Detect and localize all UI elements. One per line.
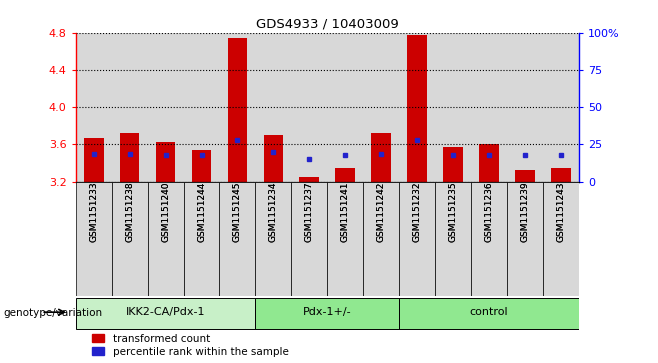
Bar [184, 182, 220, 296]
Text: GSM1151234: GSM1151234 [269, 182, 278, 242]
Text: GSM1151241: GSM1151241 [341, 182, 350, 242]
Text: GSM1151244: GSM1151244 [197, 182, 206, 242]
Bar [112, 33, 147, 182]
Text: GSM1151239: GSM1151239 [520, 182, 530, 242]
Text: GSM1151240: GSM1151240 [161, 182, 170, 242]
Bar [184, 33, 220, 182]
Text: GSM1151232: GSM1151232 [413, 182, 422, 242]
Text: GSM1151245: GSM1151245 [233, 182, 242, 242]
Text: GSM1151240: GSM1151240 [161, 182, 170, 242]
Text: GSM1151233: GSM1151233 [89, 182, 98, 242]
Text: GSM1151242: GSM1151242 [377, 182, 386, 242]
Bar [543, 182, 579, 296]
Bar [435, 33, 471, 182]
Bar [299, 177, 319, 182]
Bar [255, 182, 291, 296]
Text: Pdx-1+/-: Pdx-1+/- [303, 307, 351, 317]
Text: GSM1151236: GSM1151236 [485, 182, 494, 242]
Bar [336, 168, 355, 182]
Bar [371, 133, 391, 182]
Bar [479, 144, 499, 182]
Bar [76, 33, 112, 182]
Text: GSM1151243: GSM1151243 [557, 182, 566, 242]
Text: GSM1151238: GSM1151238 [125, 182, 134, 242]
Text: GSM1151238: GSM1151238 [125, 182, 134, 242]
Bar [147, 33, 184, 182]
Text: genotype/variation: genotype/variation [3, 308, 103, 318]
Bar [363, 182, 399, 296]
Bar [147, 182, 184, 296]
Legend: transformed count, percentile rank within the sample: transformed count, percentile rank withi… [91, 333, 290, 358]
Bar [507, 182, 543, 296]
Text: GSM1151237: GSM1151237 [305, 182, 314, 242]
Text: GSM1151245: GSM1151245 [233, 182, 242, 242]
Text: IKK2-CA/Pdx-1: IKK2-CA/Pdx-1 [126, 307, 205, 317]
Bar [515, 170, 535, 182]
Bar [399, 33, 435, 182]
FancyBboxPatch shape [399, 298, 579, 329]
Text: GSM1151243: GSM1151243 [557, 182, 566, 242]
Bar [363, 33, 399, 182]
Bar [327, 182, 363, 296]
Bar [120, 133, 139, 182]
Bar [551, 168, 571, 182]
Bar [543, 33, 579, 182]
Text: GSM1151239: GSM1151239 [520, 182, 530, 242]
Bar [327, 33, 363, 182]
Text: GSM1151236: GSM1151236 [485, 182, 494, 242]
Text: GSM1151235: GSM1151235 [449, 182, 458, 242]
Bar [471, 33, 507, 182]
Text: control: control [470, 307, 509, 317]
Bar [76, 182, 112, 296]
Bar [156, 142, 176, 182]
Bar [399, 182, 435, 296]
Bar [291, 182, 327, 296]
Bar [471, 182, 507, 296]
Bar [220, 33, 255, 182]
Bar [191, 150, 211, 182]
Text: GSM1151242: GSM1151242 [377, 182, 386, 242]
Bar [291, 33, 327, 182]
Bar [228, 38, 247, 182]
Bar [407, 34, 427, 182]
FancyBboxPatch shape [255, 298, 399, 329]
Bar [84, 138, 103, 182]
Bar [112, 182, 147, 296]
Text: GSM1151237: GSM1151237 [305, 182, 314, 242]
Title: GDS4933 / 10403009: GDS4933 / 10403009 [256, 17, 399, 30]
Bar [435, 182, 471, 296]
Text: GSM1151234: GSM1151234 [269, 182, 278, 242]
Text: GSM1151241: GSM1151241 [341, 182, 350, 242]
Bar [507, 33, 543, 182]
FancyBboxPatch shape [76, 298, 255, 329]
Bar [220, 182, 255, 296]
Text: GSM1151233: GSM1151233 [89, 182, 98, 242]
Bar [264, 135, 284, 182]
Text: GSM1151244: GSM1151244 [197, 182, 206, 242]
Text: GSM1151232: GSM1151232 [413, 182, 422, 242]
Text: GSM1151235: GSM1151235 [449, 182, 458, 242]
Bar [255, 33, 291, 182]
Bar [443, 147, 463, 182]
